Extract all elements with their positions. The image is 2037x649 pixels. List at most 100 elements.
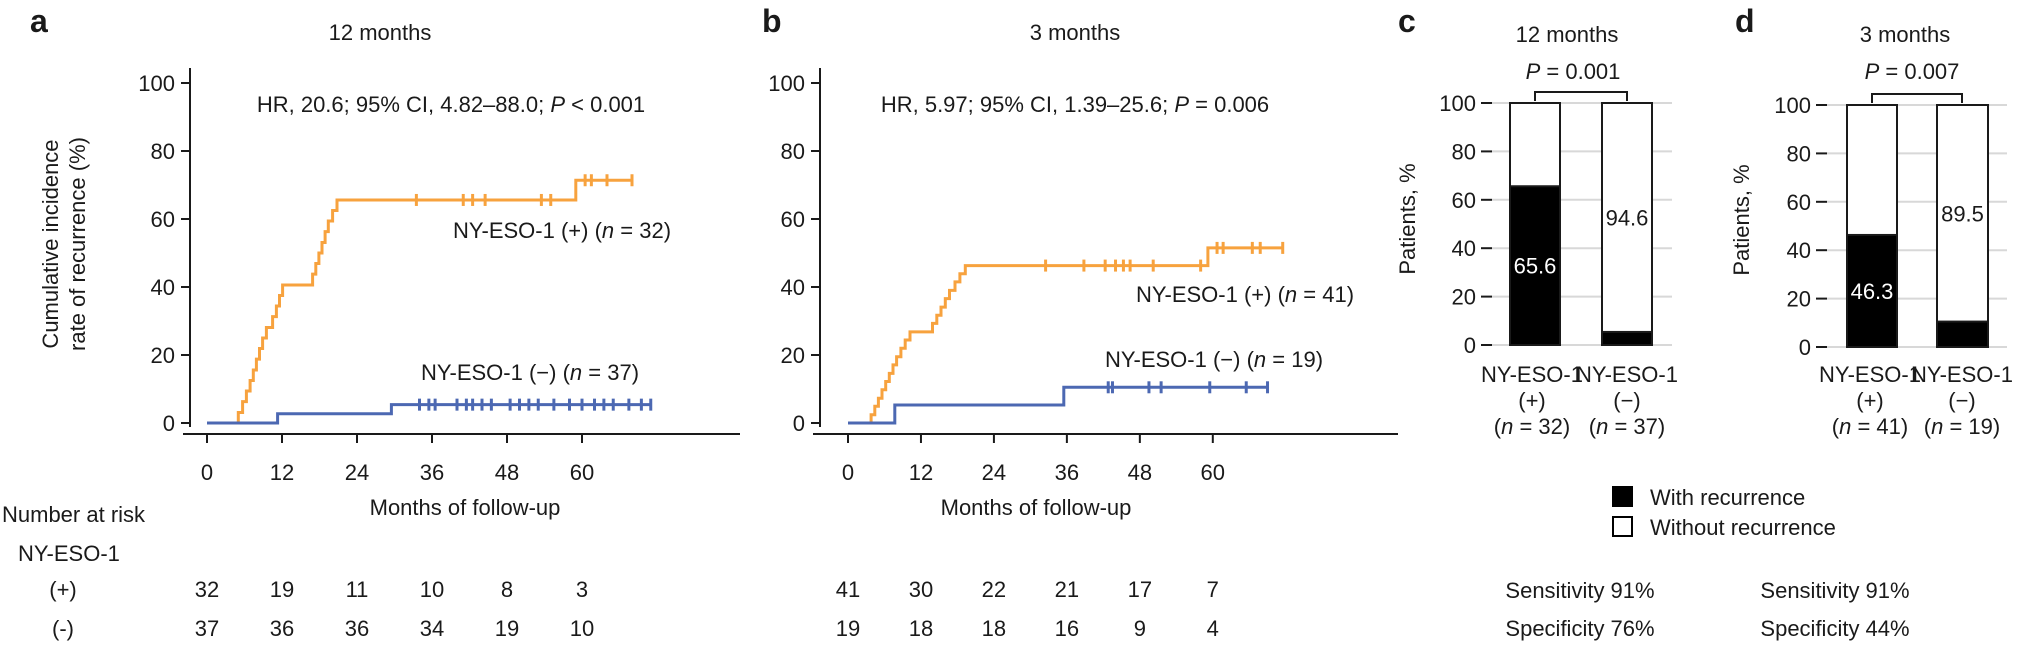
- panel-b-x-axis-label: Months of follow-up: [940, 495, 1132, 520]
- label-text: NY-ESO-1 (+) (: [1135, 282, 1285, 307]
- y-tick-label: 40: [1787, 238, 1811, 263]
- n-post: = 41): [1851, 414, 1909, 439]
- category-sign: (−): [1613, 388, 1641, 413]
- n-post: = 19): [1943, 414, 2001, 439]
- at-risk-value: 21: [1055, 577, 1079, 602]
- category-name: NY-ESO-1: [1819, 362, 1921, 387]
- label-n: n: [569, 360, 583, 385]
- y-tick-label: 40: [151, 275, 175, 300]
- label-text: NY-ESO-1 (+) (: [452, 218, 602, 243]
- panel-a-negative-curve-label: NY-ESO-1 (−) (n = 37): [421, 360, 639, 386]
- x-tick-label: 0: [842, 460, 854, 485]
- y-tick-label: 100: [138, 71, 175, 96]
- y-tick-label: 20: [781, 343, 805, 368]
- panel-c-p-value: P = 0.001: [1526, 59, 1621, 85]
- label-text: NY-ESO-1 (−) (: [1104, 347, 1254, 372]
- category-n: (n = 19): [1872, 414, 2037, 440]
- y-tick-label: 20: [151, 343, 175, 368]
- at-risk-value: 19: [495, 616, 519, 641]
- km-curve-ny-eso-1-negative: [848, 385, 1268, 425]
- panel-a-y-axis-label-line2: rate of recurrence (%): [65, 137, 90, 351]
- p-rest: = 0.007: [1879, 59, 1960, 84]
- y-tick-label: 60: [1787, 190, 1811, 215]
- at-risk-value: 19: [270, 577, 294, 602]
- category-n: (n = 32): [1442, 414, 1622, 440]
- category-n: (n = 37): [1537, 414, 1717, 440]
- at-risk-value: 36: [345, 616, 369, 641]
- x-tick-label: 60: [570, 460, 594, 485]
- p-symbol: P: [1864, 59, 1880, 84]
- at-risk-value: 30: [909, 577, 933, 602]
- panel-b-letter: b: [762, 3, 782, 39]
- km-curve-ny-eso-1-positive: [848, 246, 1283, 425]
- n-post: = 32): [1513, 414, 1571, 439]
- at-risk-value: 22: [982, 577, 1006, 602]
- y-tick-label: 80: [1452, 139, 1476, 164]
- legend-label-without-recurrence: Without recurrence: [1650, 515, 1836, 540]
- at-risk-value: 36: [270, 616, 294, 641]
- label-text: NY-ESO-1 (−) (: [420, 360, 570, 385]
- number-at-risk-group: NY-ESO-1: [18, 541, 120, 566]
- panel-a-y-axis-label: Cumulative incidence rate of recurrence …: [37, 64, 91, 424]
- panel-d-bar2-category: NY-ESO-1 (−) (n = 19): [1872, 362, 2037, 440]
- category-sign: (−): [1948, 388, 1976, 413]
- at-risk-value: 34: [420, 616, 444, 641]
- bar-without-recurrence: [1601, 102, 1653, 346]
- n-post: = 37): [1608, 414, 1666, 439]
- at-risk-value: 18: [982, 616, 1006, 641]
- panel-a-stats-pvalue: < 0.001: [565, 92, 646, 117]
- category-name: NY-ESO-1: [1481, 362, 1583, 387]
- panel-c-title: 12 months: [1515, 22, 1619, 47]
- category-sign: (+): [1518, 388, 1546, 413]
- at-risk-value: 7: [1207, 577, 1219, 602]
- panel-c-specificity: Specificity 76%: [1505, 616, 1655, 641]
- at-risk-value: 19: [836, 616, 860, 641]
- significance-bracket: [1871, 93, 1963, 103]
- panel-d-p-value: P = 0.007: [1865, 59, 1960, 85]
- x-tick-label: 36: [420, 460, 444, 485]
- panel-c-sensitivity: Sensitivity 91%: [1505, 578, 1655, 603]
- x-tick-label: 48: [495, 460, 519, 485]
- at-risk-value: 10: [570, 616, 594, 641]
- n-pre: (: [1831, 414, 1840, 439]
- bar-with-recurrence: [1846, 233, 1898, 348]
- at-risk-value: 37: [195, 616, 219, 641]
- label-rest: = 19): [1266, 347, 1324, 372]
- at-risk-value: 17: [1128, 577, 1152, 602]
- at-risk-value: 9: [1134, 616, 1146, 641]
- number-at-risk-row-positive-label: (+): [49, 577, 77, 602]
- number-at-risk-row-negative-label: (-): [52, 616, 74, 641]
- at-risk-value: 41: [836, 577, 860, 602]
- at-risk-value: 3: [576, 577, 588, 602]
- y-tick-label: 80: [781, 139, 805, 164]
- y-tick-label: 100: [1439, 91, 1476, 116]
- at-risk-value: 8: [501, 577, 513, 602]
- x-tick-label: 12: [270, 460, 294, 485]
- category-name: NY-ESO-1: [1911, 362, 2013, 387]
- legend-label-with-recurrence: With recurrence: [1650, 485, 1806, 510]
- panel-c-bar2-category: NY-ESO-1 (−) (n = 37): [1537, 362, 1717, 440]
- panel-b-stats-prefix: HR, 5.97; 95% CI, 1.39–25.6;: [880, 92, 1175, 117]
- y-tick-label: 80: [151, 139, 175, 164]
- bar-value-label: 89.5: [1941, 201, 1984, 226]
- legend-swatch-with-recurrence: [1612, 486, 1633, 507]
- panel-b-stats-p: P: [1174, 92, 1190, 117]
- at-risk-value: 4: [1207, 616, 1219, 641]
- n-italic: n: [1931, 414, 1944, 439]
- p-symbol: P: [1525, 59, 1541, 84]
- at-risk-value: 10: [420, 577, 444, 602]
- panel-b-stats: HR, 5.97; 95% CI, 1.39–25.6; P = 0.006: [881, 92, 1269, 118]
- at-risk-value: 18: [909, 616, 933, 641]
- label-n: n: [1284, 282, 1298, 307]
- y-tick-label: 0: [1464, 333, 1476, 358]
- bar-value-label: 46.3: [1851, 279, 1894, 304]
- x-tick-label: 36: [1055, 460, 1079, 485]
- panel-c-letter: c: [1398, 3, 1416, 39]
- x-tick-label: 48: [1128, 460, 1152, 485]
- label-rest: = 37): [582, 360, 640, 385]
- y-tick-label: 40: [781, 275, 805, 300]
- label-rest: = 32): [614, 218, 672, 243]
- y-tick-label: 100: [768, 71, 805, 96]
